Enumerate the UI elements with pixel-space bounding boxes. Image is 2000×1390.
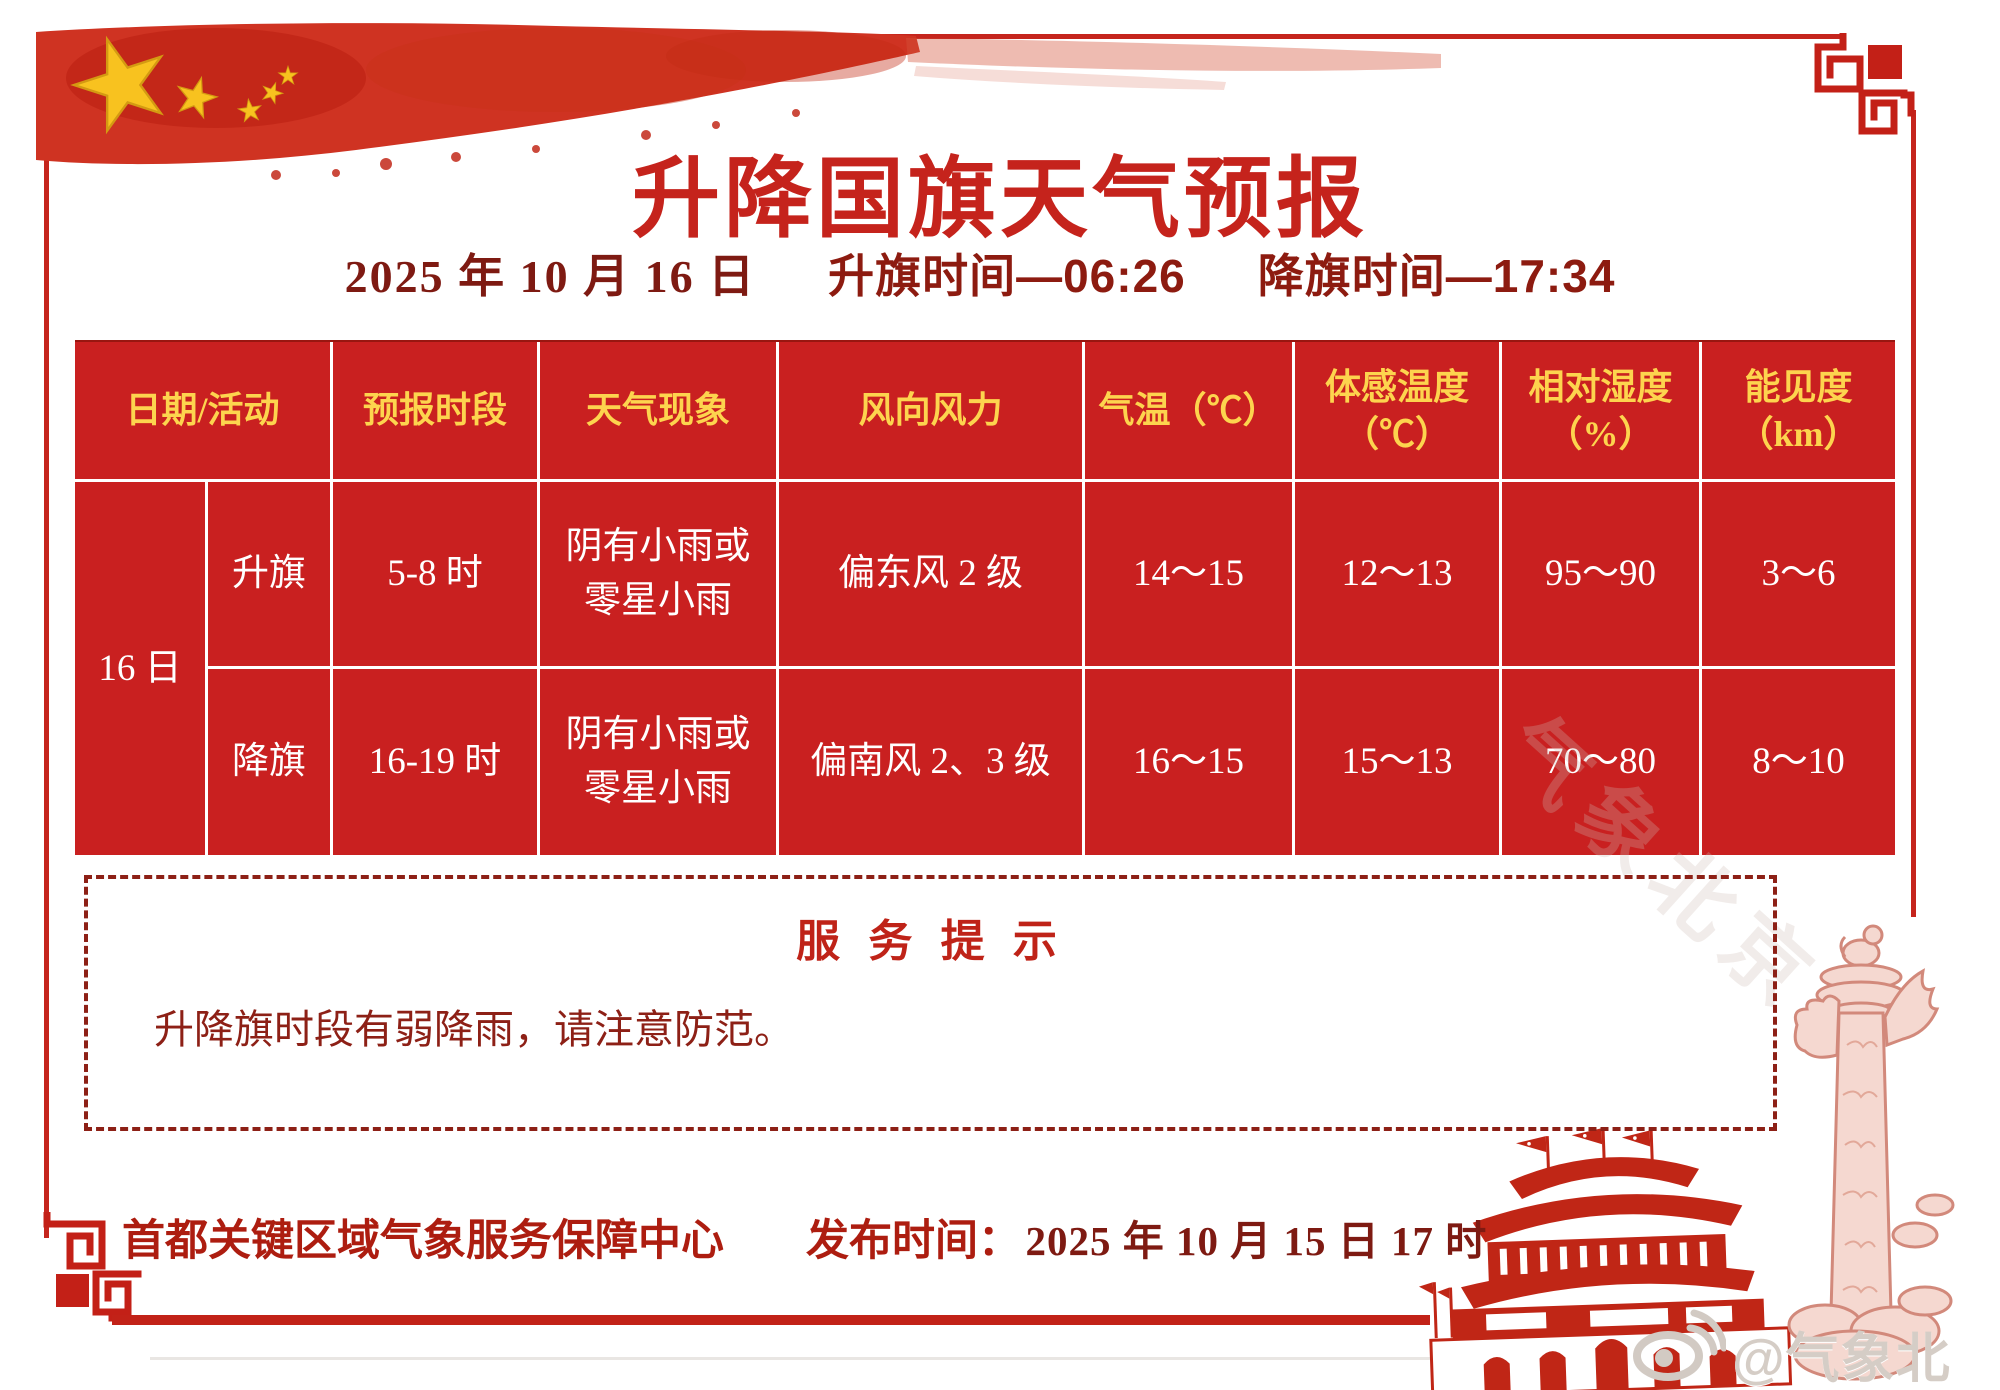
star-icon [70,35,164,135]
cell-humidity: 95～90 [1502,482,1702,669]
lower-time: 降旗时间—17:34 [1257,250,1616,302]
frame-right-line [1911,110,1916,917]
cell-visibility: 8～10 [1752,741,1845,783]
cell-humidity: 70～80 [1502,669,1702,855]
publish-time: 发布时间： 2025 年 10 月 15 日 17 时 [806,1206,1487,1268]
cell-visibility: 3～6 [1702,482,1895,669]
cell-wind: 偏南风 2、3 级 [779,669,1085,855]
star-icon [277,64,299,86]
header-humidity: 相对湿度 （%） [1502,342,1702,482]
issuing-organization: 首都关键区域气象服务保障中心 [122,1217,724,1265]
header-wind: 风向风力 [779,342,1085,482]
publish-value: 2025 年 10 月 15 日 17 时 [1025,1218,1488,1264]
header-temperature: 气温（℃） [1085,342,1295,482]
main-roof [1472,1194,1743,1243]
upper-roof [1509,1157,1700,1200]
cloud-wing-right [1883,968,1940,1048]
column-texture [1842,1040,1878,1294]
cell-wind: 偏东风 2 级 [779,482,1085,669]
service-notice-box: 服 务 提 示 升降旗时段有弱降雨，请注意防范。 [84,875,1777,1131]
frame-top-line [58,34,1844,39]
cell-activity: 升旗 [208,482,333,669]
header-feels-like: 体感温度 （℃） [1295,342,1502,482]
watermark-text: @气象北京 [1732,1329,1951,1389]
lower-eave [1460,1264,1755,1309]
cell-period: 5-8 时 [333,482,540,669]
forecast-date: 2025 年 10 月 16 日 [344,251,757,302]
cell-feels-like: 12～13 [1295,482,1502,669]
cloud-wing-left [1793,994,1841,1059]
star-icon [236,97,263,123]
subtitle-row: 2025 年 10 月 16 日 升旗时间—06:26 降旗时间—17:34 [0,240,1980,306]
notice-title: 服 务 提 示 [796,917,1065,966]
star-icon [176,75,220,120]
corner-ornament-top-right [1814,33,1915,135]
forecast-table: 日期/活动 预报时段 天气现象 风向风力 气温（℃） 体感温度 （℃） 相对湿度（… [75,340,1895,855]
header-period: 预报时段 [333,342,540,482]
lion-statue [1839,924,1884,968]
header-visibility: 能见度 （km） [1702,342,1895,482]
flag-poles [1418,1282,1454,1339]
paint-splatter [271,109,800,180]
flag-stars [70,35,299,135]
frame-left-line [44,160,49,1238]
bottom-rule [112,1315,1430,1325]
footer-gray-rule [150,1357,1490,1360]
date-cell: 16 日 [75,482,208,855]
cell-period: 16-19 时 [333,669,540,855]
base-clouds [1787,1193,1955,1381]
header-weather: 天气现象 [540,342,779,482]
cell-weather: 阴有小雨或零星小雨 [540,669,779,855]
column-shaft [1829,1011,1893,1323]
header-date-activity: 日期/活动 [75,342,333,482]
weibo-logo-icon [1633,1309,1726,1381]
star-icon [261,81,285,105]
cell-weather: 阴有小雨或零星小雨 [540,482,779,669]
flag-brush-banner [36,23,1441,180]
tiananmen-illustration [1418,1128,1793,1390]
raise-time: 升旗时间—06:26 [828,250,1186,302]
cell-temperature: 14～15 [1085,482,1295,669]
roof-flags [1516,1128,1654,1173]
notice-body: 升降旗时段有弱降雨，请注意防范。 [154,1007,794,1052]
cell-activity: 降旗 [208,669,333,855]
publish-label: 发布时间： [806,1217,1021,1265]
huabiao-illustration [1787,924,1955,1381]
cell-feels-like: 15～13 [1295,669,1502,855]
cell-temperature: 16～15 [1085,669,1295,855]
page-title: 升降国旗天气预报 [631,148,1368,248]
